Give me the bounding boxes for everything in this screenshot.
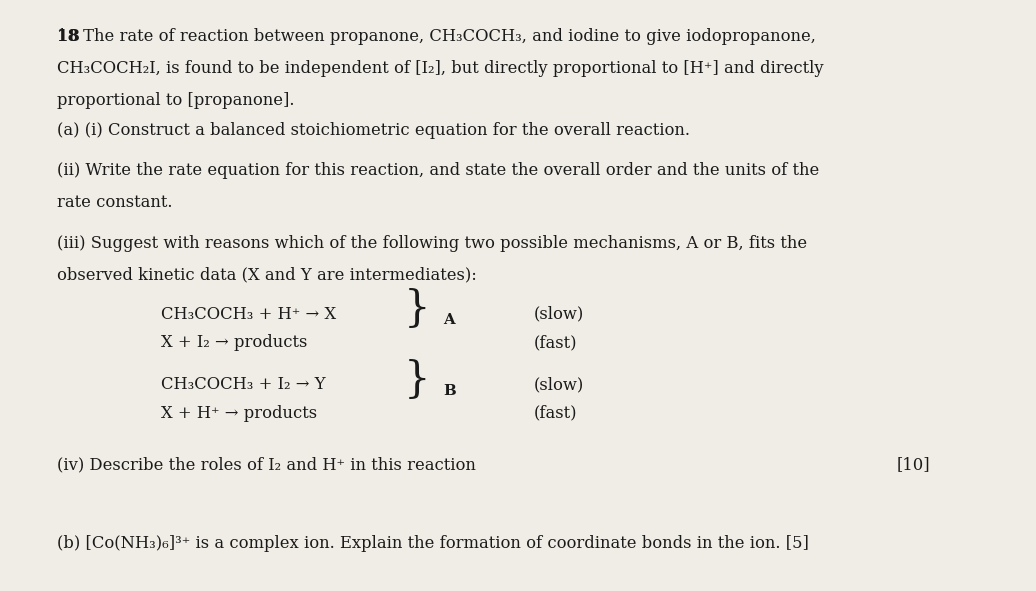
Text: (fast): (fast) [534,405,577,422]
Text: 18 The rate of reaction between propanone, CH₃COCH₃, and iodine to give iodoprop: 18 The rate of reaction between propanon… [57,28,816,46]
Text: (iv) Describe the roles of I₂ and H⁺ in this reaction: (iv) Describe the roles of I₂ and H⁺ in … [57,456,476,473]
Text: X + I₂ → products: X + I₂ → products [161,334,307,351]
Text: CH₃COCH₃ + H⁺ → X: CH₃COCH₃ + H⁺ → X [161,306,336,323]
Text: }: } [404,359,431,401]
Text: rate constant.: rate constant. [57,194,172,211]
Text: B: B [443,384,456,398]
Text: }: } [404,288,431,330]
Text: (ii) Write the rate equation for this reaction, and state the overall order and : (ii) Write the rate equation for this re… [57,162,819,179]
Text: 18: 18 [57,28,80,46]
Text: CH₃COCH₂I, is found to be independent of [I₂], but directly proportional to [H⁺]: CH₃COCH₂I, is found to be independent of… [57,60,824,77]
Text: observed kinetic data (X and Y are intermediates):: observed kinetic data (X and Y are inter… [57,267,477,284]
Text: (slow): (slow) [534,306,584,323]
Text: A: A [443,313,455,327]
Text: (b) [Co(NH₃)₆]³⁺ is a complex ion. Explain the formation of coordinate bonds in : (b) [Co(NH₃)₆]³⁺ is a complex ion. Expla… [57,535,809,552]
Text: X + H⁺ → products: X + H⁺ → products [161,405,317,422]
Text: CH₃COCH₃ + I₂ → Y: CH₃COCH₃ + I₂ → Y [161,376,325,394]
Text: (iii) Suggest with reasons which of the following two possible mechanisms, A or : (iii) Suggest with reasons which of the … [57,235,807,252]
Text: (a) (i) Construct a balanced stoichiometric equation for the overall reaction.: (a) (i) Construct a balanced stoichiomet… [57,122,690,139]
Text: proportional to [propanone].: proportional to [propanone]. [57,92,294,109]
Text: [10]: [10] [896,456,929,473]
Text: (slow): (slow) [534,376,584,394]
Text: (fast): (fast) [534,334,577,351]
